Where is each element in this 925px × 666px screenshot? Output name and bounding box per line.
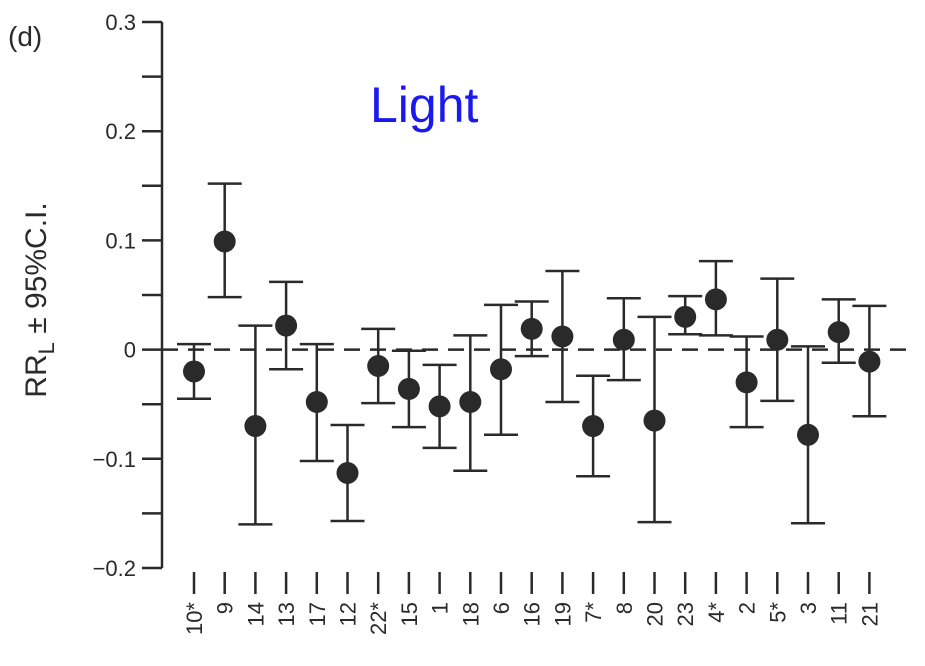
- x-category-label: 7*: [581, 602, 606, 623]
- x-category-label: 21: [857, 602, 882, 626]
- data-point: [827, 321, 850, 344]
- y-tick-label: 0: [124, 338, 136, 363]
- data-point: [643, 409, 666, 432]
- y-axis-label-suffix: ± 95%C.I.: [20, 202, 53, 342]
- x-category-label: 15: [397, 602, 422, 626]
- x-categories: 10* 9 14 13 17 12 22* 15 1 18 6 16 19 7* 8 20 23 4* 2 5* 3 11…: [182, 572, 882, 635]
- data-point: [459, 391, 482, 414]
- data-point: [766, 328, 789, 351]
- y-axis-label-main: RR: [20, 354, 53, 397]
- x-category-label: 9: [213, 602, 238, 614]
- data-point: [183, 360, 205, 383]
- x-category-label: 12: [336, 602, 361, 626]
- x-category-label: 23: [673, 602, 698, 626]
- data-point: [397, 377, 420, 400]
- data-point: [582, 415, 605, 438]
- x-category-label: 13: [274, 602, 299, 626]
- x-category-label: 20: [643, 602, 668, 626]
- x-category-label: 19: [550, 602, 575, 626]
- x-category-label: 8: [612, 602, 637, 614]
- y-tick-label: −0.1: [93, 447, 136, 472]
- x-category-label: 18: [458, 602, 483, 626]
- axes: [160, 22, 912, 568]
- data-point: [244, 415, 267, 438]
- data-point: [551, 325, 574, 348]
- data-point: [797, 423, 819, 446]
- x-category-label: 1: [428, 602, 453, 614]
- data-point: [858, 350, 881, 373]
- data-point: [367, 354, 390, 377]
- data-point: [704, 288, 727, 311]
- x-category-label: 4*: [704, 602, 729, 623]
- data-point: [275, 314, 298, 337]
- x-category-label: 16: [520, 602, 545, 626]
- data-point: [336, 461, 359, 484]
- data-point: [674, 305, 697, 328]
- y-axis-label: RRL ± 95%C.I.: [20, 202, 59, 397]
- y-ticks: −0.2 −0.1 0 0.1 0.2 0.3: [93, 10, 162, 581]
- x-category-label: 17: [305, 602, 330, 626]
- data-point: [520, 317, 543, 340]
- x-category-label: 2: [735, 602, 760, 614]
- x-category-label: 22*: [366, 602, 391, 635]
- data-point: [213, 230, 236, 253]
- y-tick-label: 0.1: [105, 228, 136, 253]
- x-category-label: 6: [489, 602, 514, 614]
- data-marks: [177, 182, 887, 526]
- x-category-label: 14: [243, 602, 268, 626]
- y-axis-label-subscript: L: [34, 342, 59, 354]
- panel-label: (d): [8, 21, 42, 52]
- data-point: [612, 328, 635, 351]
- y-tick-label: 0.3: [105, 10, 136, 35]
- data-point: [490, 358, 512, 381]
- chart-title: Light: [370, 77, 479, 133]
- y-tick-label: −0.2: [93, 556, 136, 581]
- data-point: [428, 395, 451, 418]
- data-point: [735, 371, 758, 394]
- y-tick-label: 0.2: [105, 119, 136, 144]
- x-category-label: 10*: [182, 602, 207, 635]
- x-category-label: 3: [796, 602, 821, 614]
- x-category-label: 11: [827, 602, 852, 625]
- x-category-label: 5*: [765, 602, 790, 623]
- data-point: [305, 391, 328, 414]
